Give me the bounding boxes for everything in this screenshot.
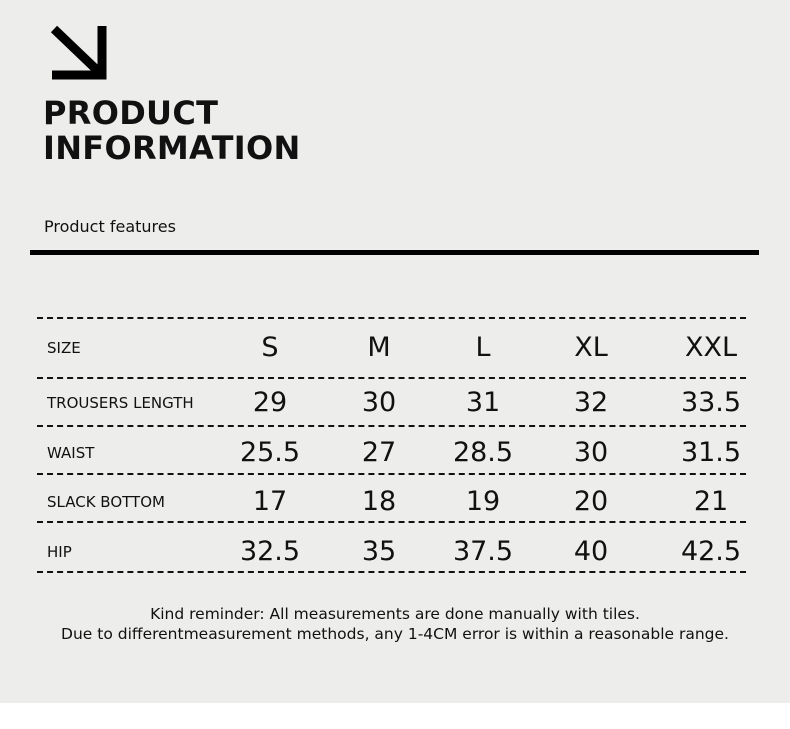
table-cell: 32 — [573, 387, 609, 418]
table-cell: M — [367, 332, 391, 363]
title-line-2: INFORMATION — [43, 129, 301, 167]
row-label: SIZE — [47, 339, 81, 357]
table-cell: 25.5 — [239, 437, 301, 468]
table-cell: 31 — [465, 387, 501, 418]
title-line-1: PRODUCT — [43, 94, 219, 132]
table-cell: 30 — [573, 437, 609, 468]
table-cell: 27 — [361, 437, 397, 468]
table-cell: 21 — [693, 486, 729, 517]
table-cell: 19 — [465, 486, 501, 517]
dashed-divider — [37, 317, 746, 319]
divider — [30, 250, 759, 255]
table-cell: 32.5 — [239, 536, 301, 567]
table-cell: 31.5 — [680, 437, 742, 468]
dashed-divider — [37, 377, 746, 379]
row-label: HIP — [47, 543, 72, 561]
table-cell: 20 — [573, 486, 609, 517]
table-cell: S — [261, 332, 279, 363]
table-cell: 37.5 — [452, 536, 514, 567]
table-cell: 30 — [361, 387, 397, 418]
table-cell: XXL — [684, 332, 738, 363]
row-label: WAIST — [47, 444, 95, 462]
table-row: SLACK BOTTOM 17 18 19 20 21 — [0, 482, 790, 522]
table-cell: 17 — [252, 486, 288, 517]
table-row: WAIST 25.5 27 28.5 30 31.5 — [0, 433, 790, 473]
subtitle: Product features — [44, 217, 176, 236]
info-panel: PRODUCT INFORMATION Product features SIZ… — [0, 0, 790, 703]
table-cell: 28.5 — [452, 437, 514, 468]
row-label: SLACK BOTTOM — [47, 493, 165, 511]
table-row: HIP 32.5 35 37.5 40 42.5 — [0, 532, 790, 572]
table-cell: 18 — [361, 486, 397, 517]
table-cell: 42.5 — [680, 536, 742, 567]
dashed-divider — [37, 425, 746, 427]
header-row: SIZE S M L XL XXL — [0, 328, 790, 368]
dashed-divider — [37, 473, 746, 475]
table-cell: 33.5 — [680, 387, 742, 418]
reminder-line-2: Due to differentmeasurement methods, any… — [61, 625, 729, 643]
reminder-line-1: Kind reminder: All measurements are done… — [150, 605, 640, 623]
dashed-divider — [37, 571, 746, 573]
table-cell: L — [475, 332, 491, 363]
table-cell: XL — [574, 332, 608, 363]
table-cell: 29 — [252, 387, 288, 418]
table-row: TROUSERS LENGTH 29 30 31 32 33.5 — [0, 383, 790, 423]
table-cell: 35 — [361, 536, 397, 567]
arrow-down-right-icon — [50, 25, 107, 80]
table-cell: 40 — [573, 536, 609, 567]
dashed-divider — [37, 521, 746, 523]
row-label: TROUSERS LENGTH — [47, 394, 194, 412]
